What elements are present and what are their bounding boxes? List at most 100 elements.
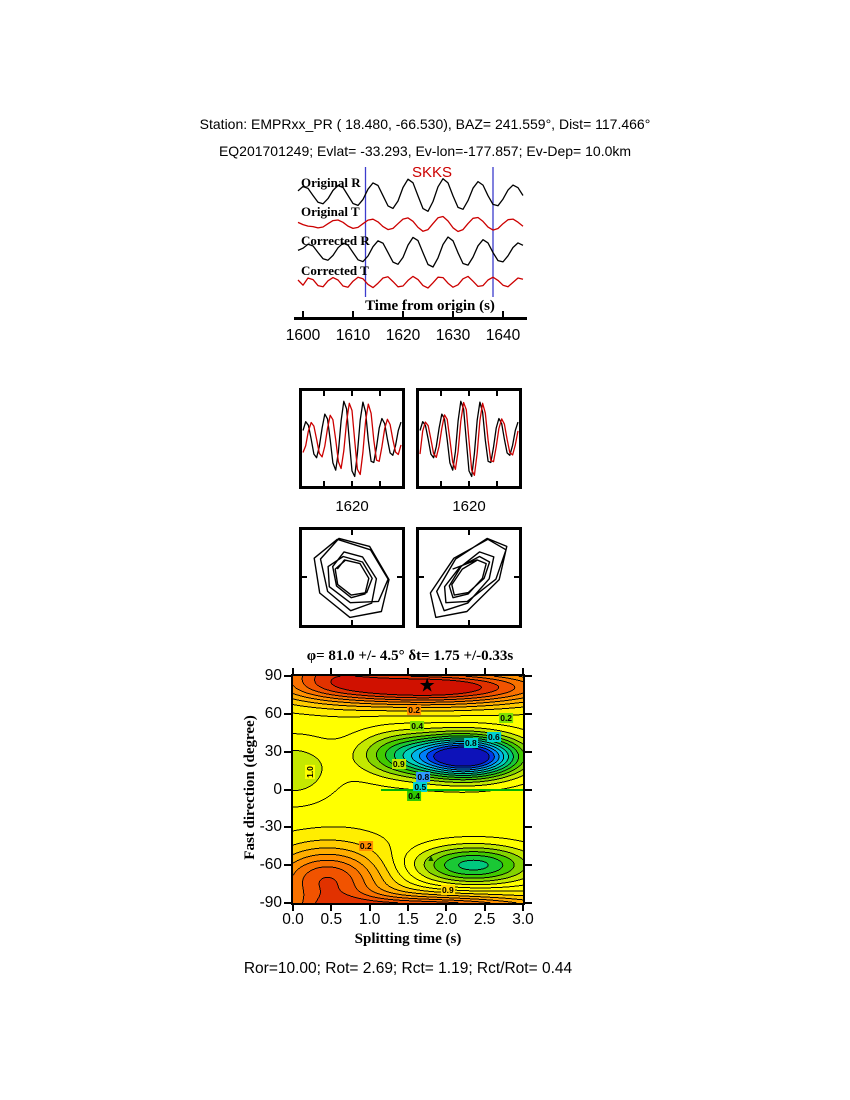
contour-value-label: 0.2: [407, 705, 422, 716]
trace-path: [302, 400, 402, 478]
phi-tick-label: -60: [259, 856, 282, 874]
axis-tick: [284, 675, 291, 677]
best-solution-star-icon: ★: [418, 675, 436, 697]
axis-tick: [378, 481, 381, 486]
contour-value-label: 1.0: [304, 764, 315, 779]
time-tick-label: 1630: [435, 327, 471, 344]
station-header-line: Station: EMPRxx_PR ( 18.480, -66.530), B…: [199, 116, 651, 132]
dt-tick-label: 0.0: [282, 911, 304, 928]
axis-tick: [522, 668, 524, 674]
contour-value-label: 0.8: [416, 771, 431, 782]
axis-tick: [522, 905, 524, 911]
axis-tick: [368, 905, 371, 911]
axis-tick: [292, 668, 294, 674]
axis-tick: [468, 391, 470, 396]
axis-tick: [525, 864, 532, 867]
trace-label-original-r: Original R: [301, 175, 361, 190]
secondary-solution-triangle-icon: ▲: [426, 852, 436, 863]
particle-motion-box-1: [299, 527, 405, 628]
dt-tick-label: 2.0: [435, 911, 458, 928]
axis-tick: [502, 311, 504, 317]
contour-value-label: 0.9: [391, 759, 406, 770]
axis-tick: [440, 481, 443, 486]
axis-tick: [368, 668, 371, 674]
axis-tick: [525, 826, 532, 829]
axis-tick: [468, 620, 470, 625]
window-pair-plot: [302, 400, 402, 478]
trace-path: [429, 537, 508, 619]
axis-tick: [495, 481, 498, 486]
contour-value-label: 0.4: [407, 790, 422, 801]
particle-motion-plot: [313, 537, 390, 619]
window-time-label-1: 1620: [335, 498, 369, 515]
time-axis: 1600 1610 1620 1630 1640: [286, 311, 527, 359]
statistics-line: Ror=10.00; Rot= 2.69; Rct= 1.19; Rct/Rot…: [243, 960, 573, 977]
window-pair-plot: [419, 400, 519, 478]
axis-tick: [419, 576, 424, 578]
axis-tick: [452, 311, 454, 317]
trace-path: [297, 275, 524, 289]
axis-tick: [445, 905, 448, 911]
trace-path: [302, 402, 402, 476]
contour-value-label: 0.5: [413, 781, 428, 792]
axis-tick: [330, 905, 333, 911]
axis-tick: [495, 391, 498, 396]
axis-tick: [284, 750, 291, 753]
fast-slow-window-box-1: [299, 388, 405, 489]
axis-tick: [284, 712, 291, 715]
axis-tick: [445, 668, 448, 674]
axis-tick: [514, 576, 519, 578]
axis-tick: [352, 311, 354, 317]
axis-tick: [351, 481, 353, 486]
dt-tick-label: 1.5: [397, 911, 419, 928]
window-time-label-2: 1620: [452, 498, 486, 515]
axis-tick: [284, 788, 291, 791]
phi-tick-label: -90: [259, 894, 282, 911]
axis-tick: [525, 675, 532, 677]
axis-tick: [323, 481, 326, 486]
axis-tick: [397, 576, 402, 578]
axis-tick: [302, 311, 304, 317]
axis-tick: [468, 530, 470, 535]
waveform-panel: Original R Original T Corrected R Correc…: [295, 163, 530, 303]
phi-tick-label: 30: [264, 742, 282, 760]
axis-tick: [525, 902, 532, 904]
axis-tick: [468, 481, 470, 486]
trace-path: [297, 178, 524, 212]
axis-tick: [284, 902, 291, 904]
dt-tick-label: 0.5: [320, 911, 343, 928]
phase-label: SKKS: [411, 164, 453, 181]
axis-tick: [351, 620, 353, 625]
null-direction-line: [381, 788, 523, 791]
trace-label-corrected-r: Corrected R: [301, 233, 370, 248]
fast-slow-window-box-2: [416, 388, 522, 489]
axis-tick: [292, 905, 294, 911]
contour-value-label: 0.9: [440, 885, 455, 896]
contour-value-label: 0.6: [486, 731, 501, 742]
contour-value-label: 0.8: [463, 737, 478, 748]
phi-tick-label: -30: [259, 818, 282, 836]
time-tick-label: 1640: [485, 327, 521, 344]
trace-path: [297, 215, 524, 233]
x-axis-title: Splitting time (s): [354, 931, 462, 947]
contour-value-label: 0.2: [358, 841, 373, 852]
particle-motion-plot: [429, 537, 508, 619]
axis-tick: [407, 905, 409, 911]
contour-value-label: 0.2: [499, 712, 514, 723]
event-header-line: EQ201701249; Evlat= -33.293, Ev-lon=-177…: [218, 143, 632, 159]
axis-tick: [284, 864, 291, 867]
axis-tick: [378, 391, 381, 396]
axis-tick: [351, 530, 353, 535]
axis-tick: [284, 826, 291, 829]
dt-tick-label: 3.0: [512, 911, 534, 928]
time-axis-title: Time from origin (s): [365, 298, 495, 314]
time-tick-label: 1600: [285, 327, 321, 344]
time-axis-line: [294, 317, 527, 320]
axis-tick: [402, 311, 404, 317]
axis-tick: [407, 668, 409, 674]
axis-tick: [330, 668, 333, 674]
time-tick-label: 1610: [335, 327, 371, 344]
axis-tick: [525, 750, 532, 753]
waveform-traces-plot: [297, 167, 524, 297]
